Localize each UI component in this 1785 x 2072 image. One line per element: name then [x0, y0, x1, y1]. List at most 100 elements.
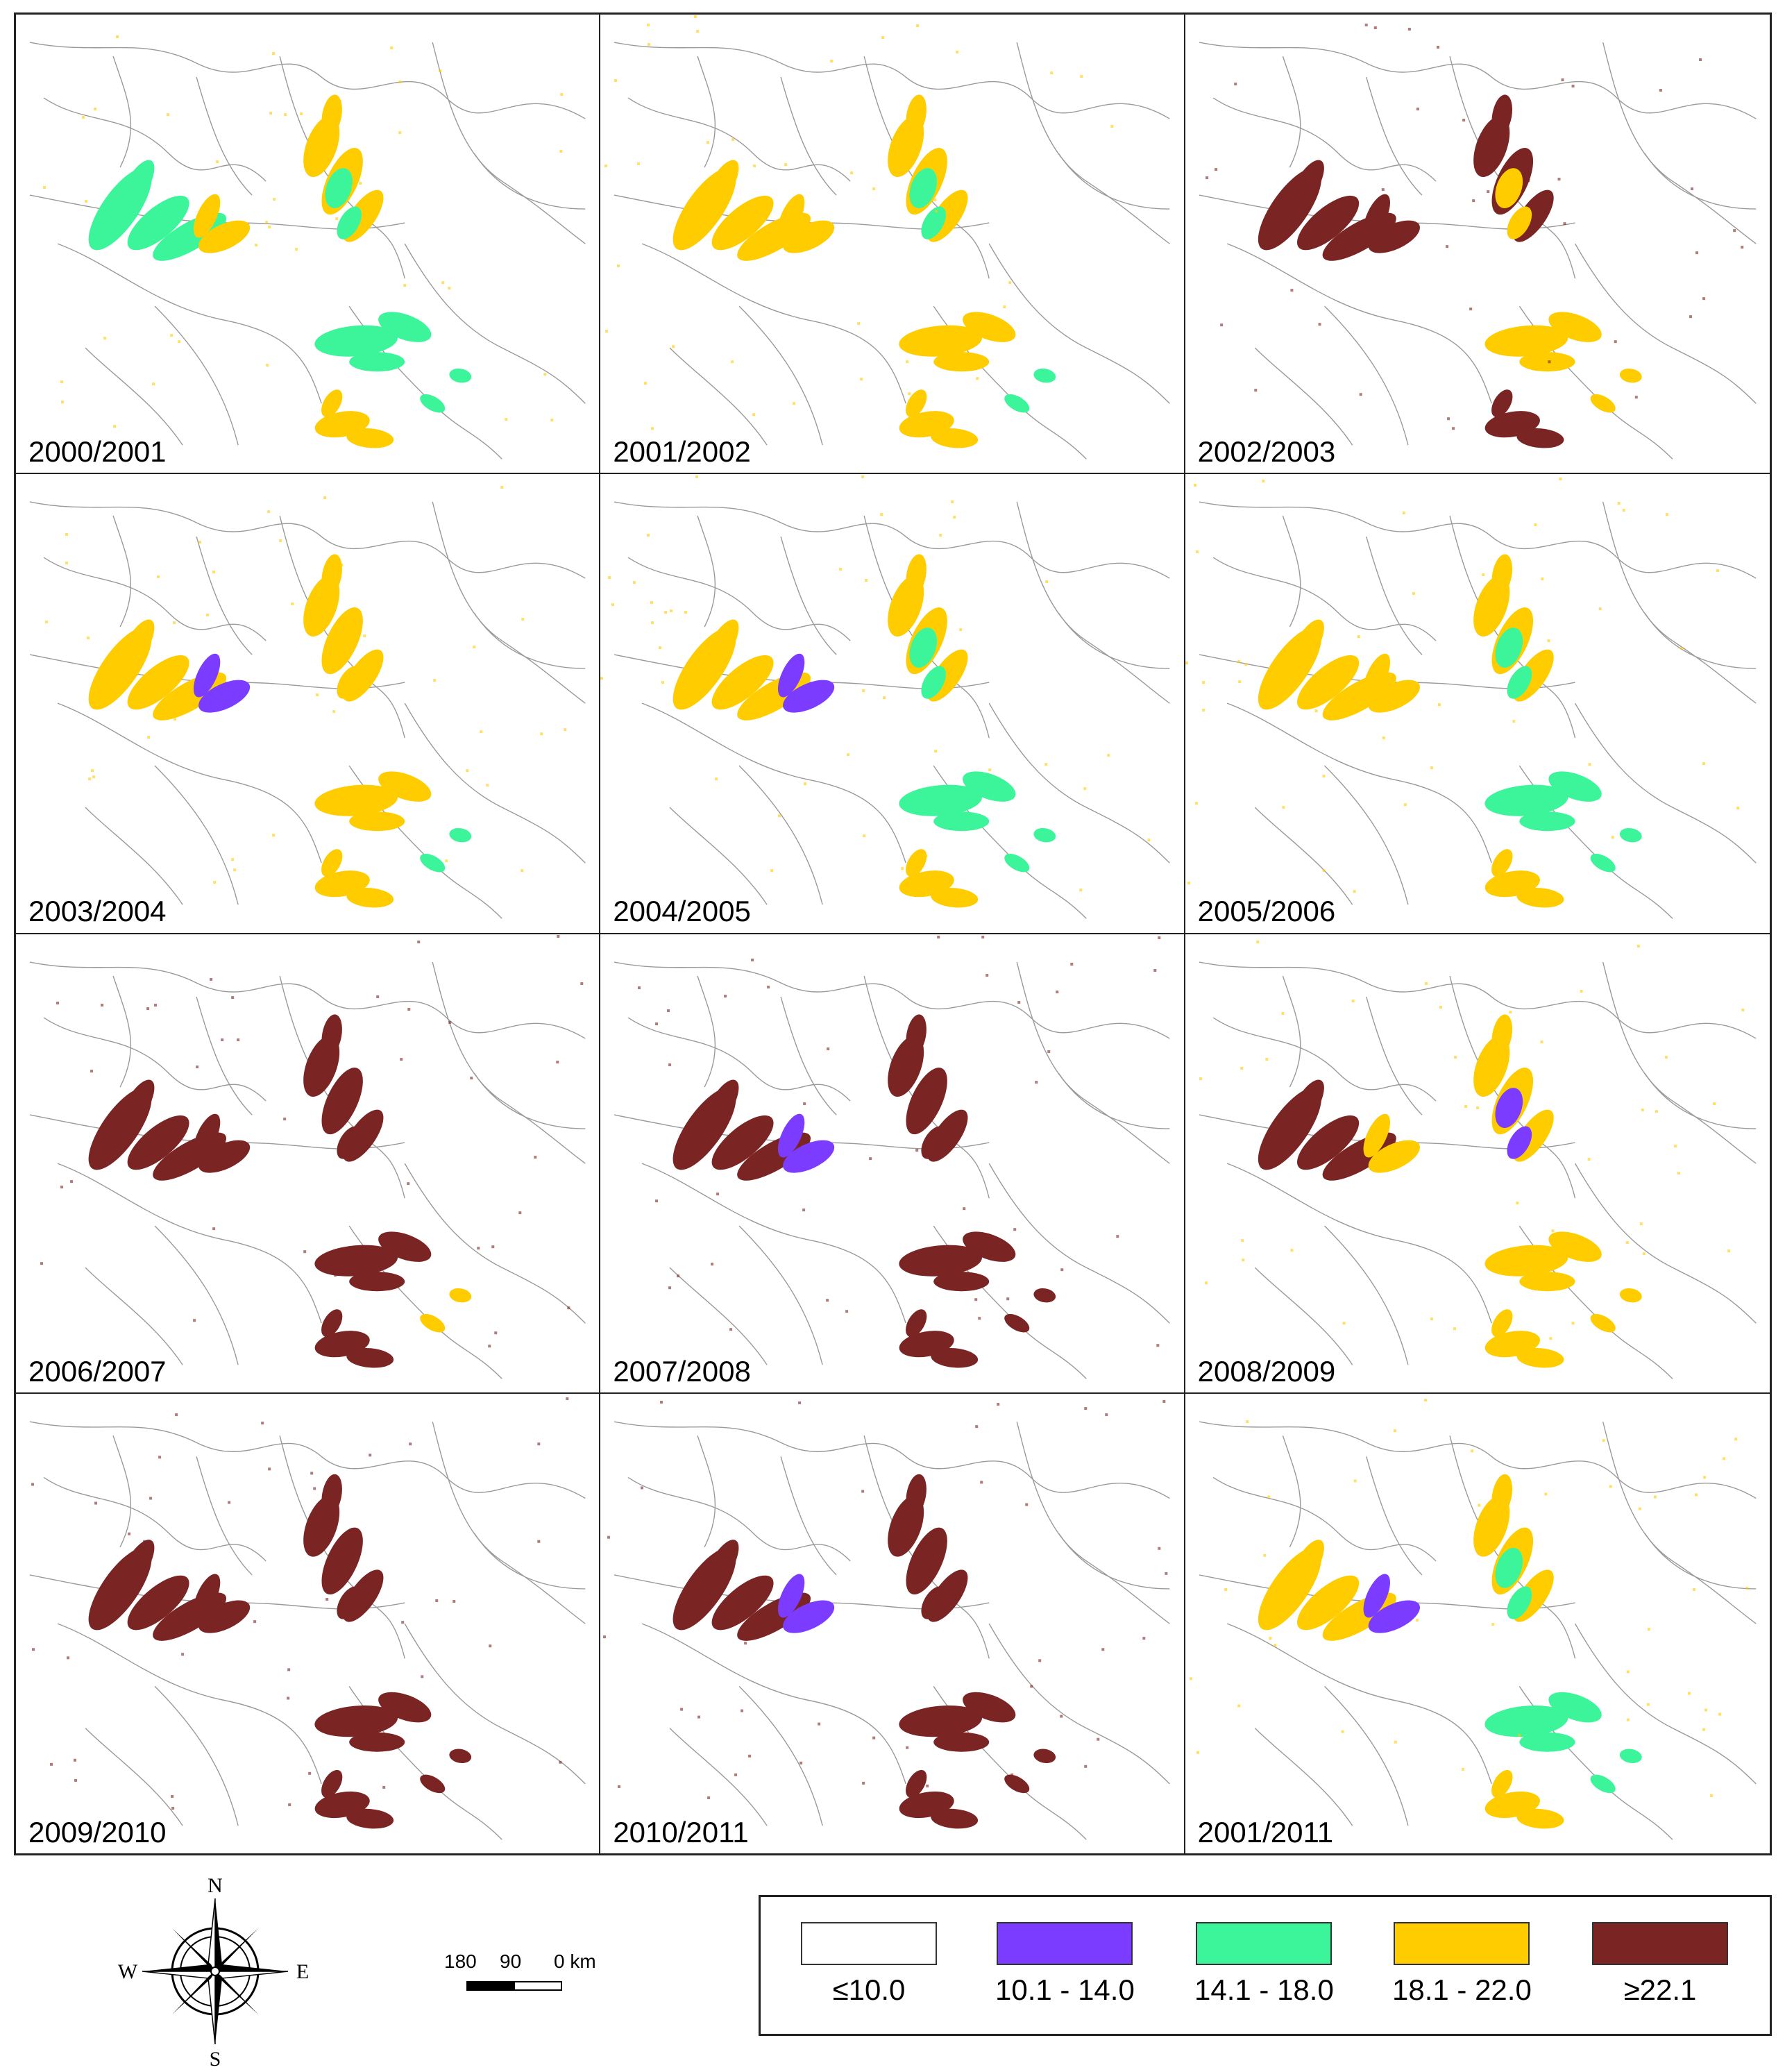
speckle — [862, 1781, 865, 1785]
class-patch-cw — [778, 1113, 805, 1157]
legend-label: 10.1 - 14.0 — [995, 1973, 1135, 2006]
class-patch-n — [906, 1474, 927, 1515]
speckle — [1341, 1730, 1344, 1733]
speckle — [284, 113, 287, 117]
speckle — [335, 1056, 339, 1060]
speckle — [228, 1501, 231, 1504]
speckle — [113, 425, 117, 428]
speckle — [696, 30, 700, 33]
legend-item: ≤10.0 — [800, 1922, 938, 2026]
region-boundary — [1254, 347, 1353, 446]
region-boundary — [1199, 961, 1757, 1039]
speckle — [605, 330, 609, 333]
region-boundary — [697, 56, 716, 168]
speckle — [1084, 1764, 1088, 1768]
speckle — [1214, 168, 1217, 171]
speckle — [332, 710, 336, 714]
class-patch-se — [378, 1231, 432, 1262]
region-boundary — [57, 702, 322, 864]
panel-year-label: 2007/2008 — [610, 1356, 754, 1387]
class-patch-se — [1548, 1692, 1602, 1723]
speckle — [316, 693, 319, 697]
panel-year-label: 2005/2006 — [1194, 896, 1339, 927]
speckle — [839, 568, 843, 571]
map-panel-12: 2001/2011 — [1185, 1393, 1770, 1853]
speckle — [751, 958, 754, 961]
speckle — [793, 402, 796, 405]
speckle — [103, 337, 107, 340]
class-patch-cen — [921, 1126, 947, 1159]
region-boundary — [1226, 243, 1492, 404]
speckle — [1512, 720, 1515, 723]
region-boundary — [85, 1727, 183, 1826]
legend-item: ≥22.1 — [1591, 1922, 1729, 2026]
speckle — [1626, 1670, 1630, 1674]
region-boundary — [43, 557, 267, 641]
map-canvas — [29, 1397, 586, 1840]
class-patch-se2 — [1033, 1749, 1056, 1763]
speckle — [731, 138, 735, 142]
class-patch-w — [120, 1539, 155, 1590]
compass-south-label: S — [210, 2048, 221, 2069]
speckle — [1264, 1057, 1268, 1061]
class-patch-s — [346, 1808, 394, 1829]
region-boundary — [780, 537, 837, 655]
class-patch-se2 — [1590, 1313, 1616, 1332]
class-patch-s — [931, 428, 979, 448]
speckle — [153, 1620, 156, 1624]
class-patch-se — [1484, 784, 1568, 816]
speckle — [448, 287, 451, 290]
class-patch-cw — [783, 1140, 835, 1173]
region-boundary — [112, 1435, 132, 1547]
class-patch-se — [933, 811, 990, 832]
speckle — [1439, 1005, 1442, 1009]
speckle — [1587, 1157, 1591, 1161]
region-boundary — [1016, 42, 1171, 244]
region-boundary — [1282, 56, 1301, 168]
class-patch-s — [321, 389, 343, 418]
speckle — [1453, 1326, 1456, 1330]
region-boundary — [988, 703, 1171, 864]
speckle — [1116, 1234, 1119, 1238]
map-canvas — [614, 935, 1171, 1379]
class-patch-w — [1296, 1575, 1359, 1631]
class-patch-s — [321, 1769, 343, 1798]
class-patch-se — [963, 771, 1016, 802]
class-patch-se2 — [1590, 394, 1616, 413]
speckle — [403, 1695, 406, 1699]
speckle — [175, 1413, 178, 1416]
speckle — [1604, 1322, 1607, 1325]
class-patch-n — [1491, 1474, 1512, 1515]
speckle — [376, 995, 380, 998]
class-patch-cen — [325, 168, 353, 208]
region-boundary — [1199, 1421, 1757, 1499]
speckle — [56, 1001, 60, 1004]
map-panel-10: 2009/2010 — [16, 1393, 601, 1853]
speckle — [1515, 1075, 1518, 1079]
speckle — [937, 935, 940, 938]
speckle — [407, 1181, 410, 1185]
speckle — [1153, 968, 1157, 972]
class-patch-se — [378, 1692, 432, 1723]
speckle — [340, 564, 344, 567]
speckle — [1415, 1618, 1419, 1622]
speckle — [798, 1401, 802, 1404]
speckle — [1617, 502, 1621, 505]
speckle — [550, 419, 554, 422]
speckle — [494, 1331, 498, 1334]
speckle — [505, 418, 508, 421]
class-patch-se2 — [1619, 1288, 1642, 1302]
class-patch-cen — [325, 628, 353, 668]
speckle — [861, 475, 865, 479]
speckle — [1193, 484, 1196, 487]
speckle — [953, 516, 956, 519]
speckle — [1330, 671, 1333, 675]
speckle — [633, 581, 636, 584]
legend-swatch — [1196, 1922, 1332, 1965]
speckle — [398, 81, 402, 84]
speckle — [1527, 179, 1530, 183]
speckle — [1424, 982, 1428, 985]
class-patch-se — [314, 1705, 398, 1737]
class-patch-se2 — [1004, 1774, 1030, 1793]
map-canvas — [29, 486, 586, 919]
